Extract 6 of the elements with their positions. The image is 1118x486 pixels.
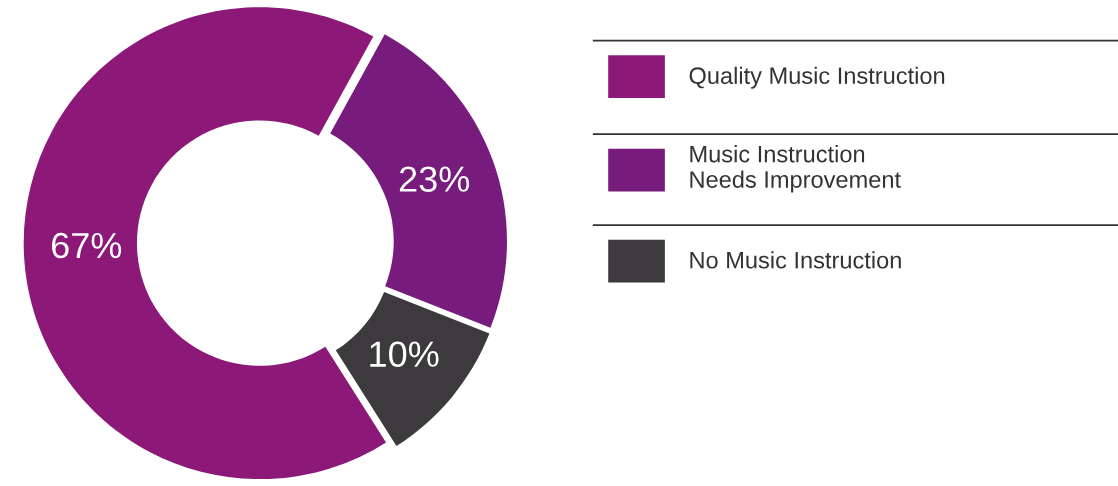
legend-label: Quality Music Instruction: [689, 66, 945, 89]
legend-label: No Music Instruction: [690, 251, 901, 269]
legend-label: Music Instruction Needs Improvement: [690, 145, 901, 193]
data-label: 67%: [52, 232, 122, 259]
data-label: 23%: [399, 166, 470, 192]
data-label: 10%: [370, 341, 439, 367]
